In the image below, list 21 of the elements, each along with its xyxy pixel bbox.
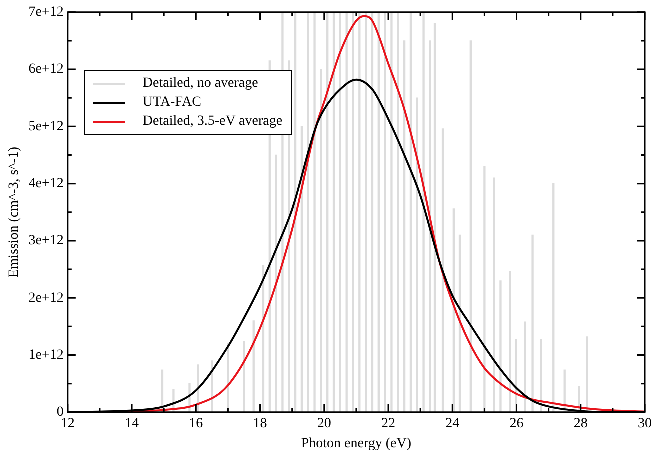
x-tick-label: 22 [382,416,396,432]
y-tick-label: 5e+12 [28,119,64,134]
y-tick-label: 3e+12 [28,234,64,249]
x-tick-label: 30 [638,416,652,432]
x-tick-label: 20 [317,416,332,432]
x-tick-label: 24 [446,416,460,432]
legend-label: UTA-FAC [142,94,202,112]
x-axis-title: Photon energy (eV) [301,436,412,452]
y-tick-label: 4e+12 [28,176,64,192]
legend-label: Detailed, 3.5-eV average [142,113,283,132]
x-tick-label: 28 [574,416,588,432]
y-tick-label: 1e+12 [28,348,64,363]
x-tick-label: 26 [510,416,524,432]
x-tick-label: 18 [253,416,268,432]
x-tick-label: 14 [125,416,140,432]
y-tick-label: 7e+12 [28,5,64,20]
y-tick-label: 6e+12 [28,62,64,78]
y-tick-label: 2e+12 [28,290,64,306]
y-axis-title: Emission (cm^-3, s^-1) [7,146,22,278]
legend-label: Detailed, no average [142,75,258,94]
x-tick-label: 16 [189,416,204,432]
